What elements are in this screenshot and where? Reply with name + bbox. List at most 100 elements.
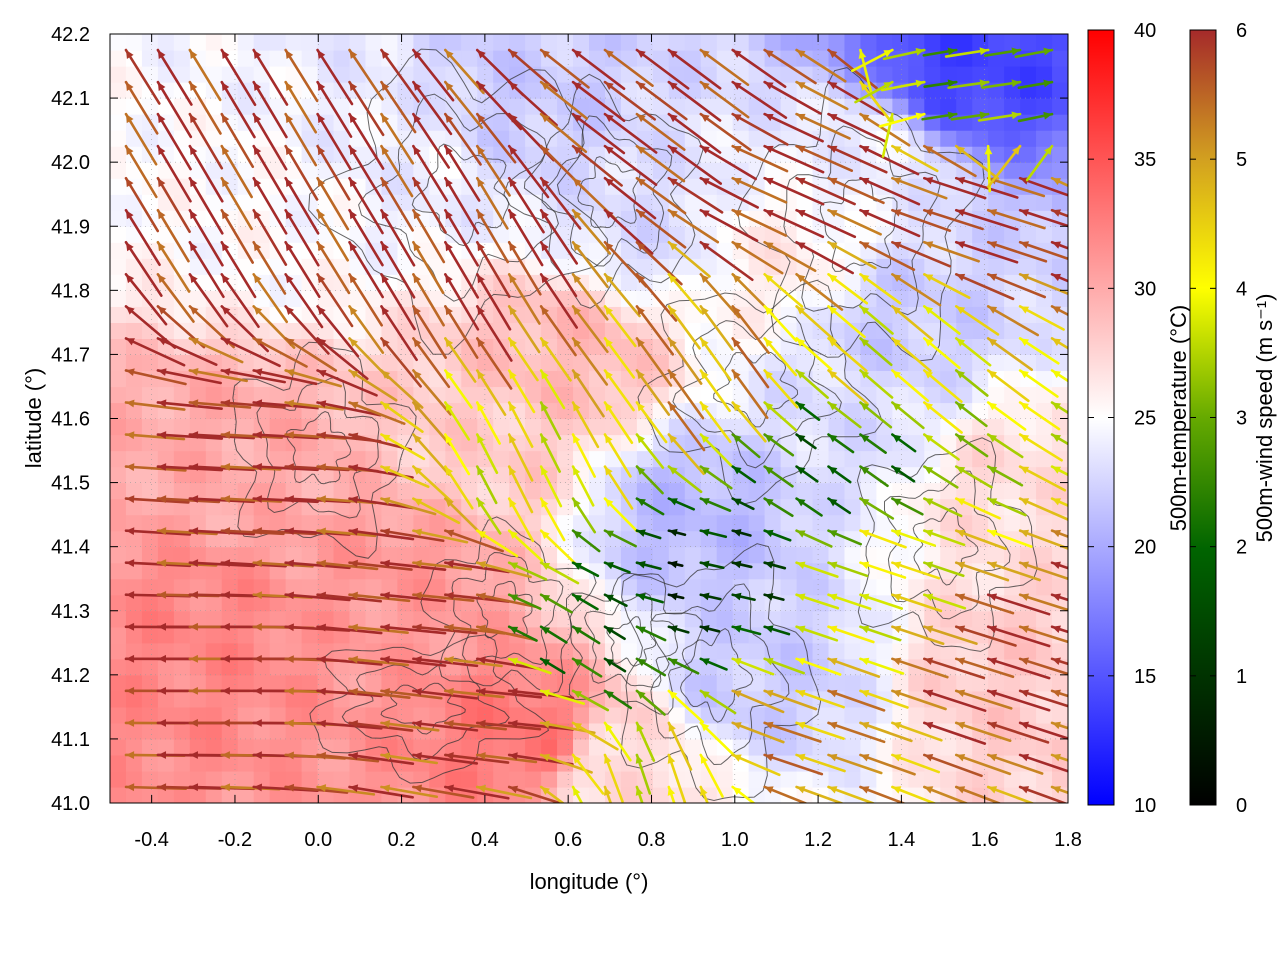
wind-arrow-shaft [667, 433, 705, 476]
wind-arrow [284, 559, 351, 570]
temperature-cell [365, 418, 383, 436]
wind-arrow-head [947, 79, 957, 88]
wind-arrow-head [892, 689, 902, 698]
wind-arrow-shaft [348, 401, 406, 425]
temperature-cell [173, 722, 191, 740]
temperature-cell [1020, 546, 1037, 564]
wind-arrow [252, 337, 308, 368]
temperature-cell [221, 674, 239, 692]
temperature-cell [796, 322, 814, 339]
wind-arrow-shaft [348, 48, 384, 101]
wind-arrow [667, 689, 705, 724]
temperature-cell [157, 562, 175, 580]
wind-arrow-head [956, 561, 966, 569]
wind-arrow-head [636, 466, 646, 476]
wind-arrow-head [285, 50, 294, 59]
wind-arrow-head [541, 82, 550, 91]
temperature-cell [924, 354, 941, 372]
contour-line [541, 115, 673, 267]
temperature-cell [189, 690, 207, 708]
temperature-cell [1004, 770, 1021, 788]
temperature-cell [1020, 514, 1037, 532]
temperature-cell [445, 130, 462, 147]
temperature-cell [189, 546, 207, 564]
wind-arrow-shaft [507, 433, 534, 482]
wind-arrow-shaft [859, 176, 921, 206]
wind-arrow-head [381, 370, 391, 379]
wind-arrow-head [541, 753, 551, 762]
wind-arrow-head [828, 210, 838, 218]
wind-arrow [156, 176, 191, 234]
wind-arrow [795, 433, 817, 450]
wind-arrow [635, 497, 665, 516]
temperature-cell [381, 610, 398, 628]
wind-arrow-head [764, 274, 774, 283]
wind-arrow [827, 273, 869, 305]
wind-arrow-head [635, 754, 644, 764]
temperature-cell [796, 610, 814, 628]
temperature-cell [397, 114, 414, 131]
wind-arrow-head [157, 146, 166, 156]
wind-arrow [348, 176, 384, 235]
wind-arrow-head [125, 338, 135, 346]
temperature-cell [237, 482, 255, 500]
temperature-cell [349, 418, 367, 436]
wind-arrow-shaft [859, 689, 909, 709]
wind-arrow-head [604, 658, 614, 667]
wind-arrow-head [285, 655, 294, 664]
wind-arrow [1018, 785, 1068, 803]
wind-arrow [922, 593, 967, 610]
temperature-cell [860, 610, 877, 628]
wind-arrow-shaft [124, 80, 159, 135]
temperature-cell [253, 514, 271, 532]
wind-arrow-head [732, 274, 742, 283]
wind-arrow-head [285, 527, 294, 536]
temperature-cell [988, 354, 1005, 372]
temperature-cell [812, 450, 830, 468]
wind-arrow [603, 721, 632, 762]
wind-arrow [922, 369, 963, 403]
temperature-cell [924, 578, 941, 596]
temperature-cell [205, 658, 223, 676]
temperature-cell [812, 482, 830, 500]
wind-arrow [475, 240, 511, 299]
temperature-cell [764, 450, 782, 468]
wind-arrow [667, 208, 720, 244]
wind-arrow-shaft [124, 112, 158, 166]
wind-arrow-head [604, 722, 613, 732]
temperature-cell [620, 194, 638, 211]
temperature-cell [525, 194, 542, 211]
wind-arrow-shaft [891, 240, 952, 268]
temperature-cell [110, 50, 127, 67]
wind-arrow-head [317, 82, 326, 92]
wind-arrow-head [979, 47, 989, 56]
temperature-cell [972, 98, 989, 115]
wind-arrow [284, 208, 320, 267]
temperature-cell [748, 450, 766, 468]
wind-arrow-head [764, 529, 774, 538]
wind-arrow [603, 144, 658, 187]
temperature-cell [652, 50, 670, 67]
wind-arrow-head [253, 719, 262, 727]
temperature-cell [828, 450, 846, 468]
wind-arrow-head [349, 338, 358, 347]
temperature-cell [285, 546, 303, 564]
wind-arrow-head [828, 242, 838, 250]
wind-arrow [827, 305, 866, 339]
temperature-cell [141, 530, 159, 548]
temperature-cell [668, 674, 686, 692]
wind-arrow-head [732, 592, 742, 601]
temperature-cell [1004, 434, 1021, 452]
wind-arrow-shaft [380, 369, 424, 409]
temperature-cell [684, 226, 702, 243]
wind-arrow [571, 369, 605, 418]
temperature-cell [333, 354, 351, 372]
temperature-cell [237, 546, 255, 564]
wind-arrow-shaft [731, 176, 788, 204]
temperature-cell [381, 98, 398, 115]
wind-arrow [880, 79, 926, 92]
wind-arrow [859, 497, 895, 520]
temperature-cell [748, 482, 766, 500]
wind-arrow-shaft [795, 785, 845, 803]
wind-arrow-head [445, 402, 453, 412]
